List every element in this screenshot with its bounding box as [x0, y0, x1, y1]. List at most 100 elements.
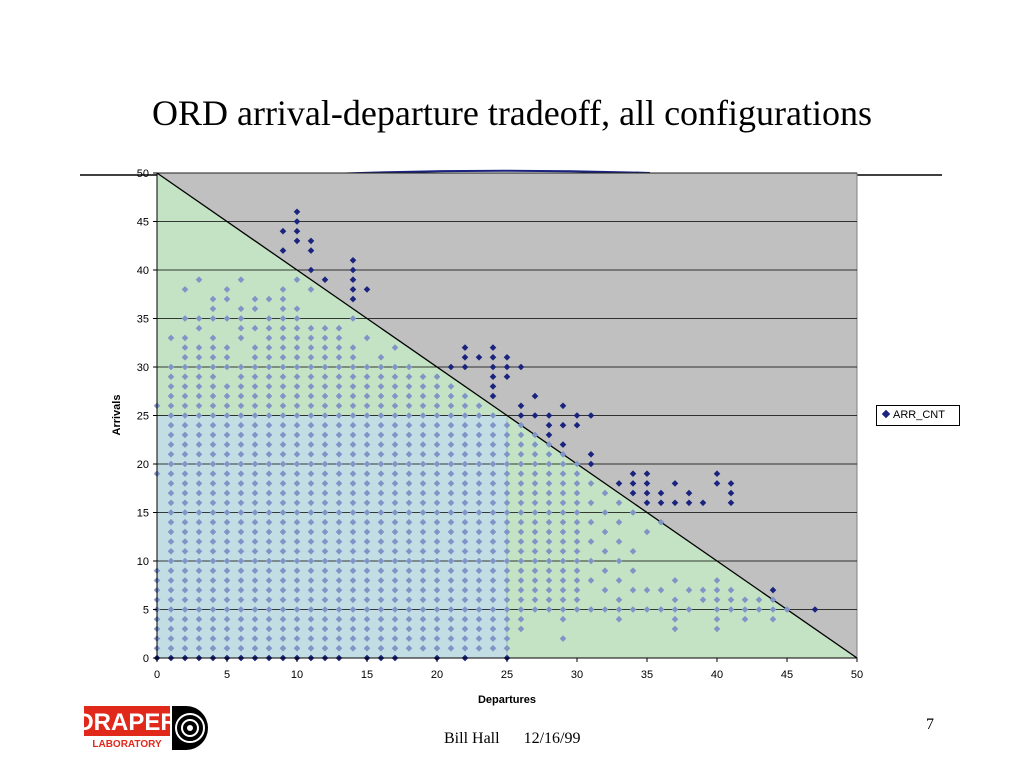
data-point: [517, 441, 525, 448]
data-point: [195, 373, 203, 380]
data-point: [209, 315, 217, 322]
data-point: [181, 518, 189, 526]
data-point: [601, 586, 609, 594]
data-point: [223, 421, 231, 429]
data-point: [503, 489, 511, 497]
data-point: [335, 470, 343, 477]
data-point-outside: [629, 480, 637, 487]
data-point: [321, 441, 329, 448]
data-point: [475, 635, 483, 642]
data-point: [573, 470, 581, 477]
y-tick-label: 30: [137, 362, 149, 374]
data-point: [419, 557, 427, 565]
data-point: [349, 625, 357, 633]
data-point: [377, 441, 385, 448]
data-point: [307, 431, 315, 439]
data-point: [307, 596, 315, 604]
data-point: [209, 518, 217, 526]
data-point: [475, 421, 483, 429]
data-point: [181, 548, 189, 555]
data-point: [237, 557, 245, 565]
data-point: [321, 606, 329, 613]
data-point: [517, 596, 525, 604]
data-point: [419, 625, 427, 633]
data-point: [433, 635, 441, 642]
data-point: [307, 402, 315, 410]
data-point: [349, 383, 357, 390]
data-point: [293, 645, 301, 652]
data-point: [517, 567, 525, 574]
data-point: [181, 402, 189, 410]
data-point: [419, 441, 427, 448]
data-point: [489, 538, 497, 545]
data-point: [251, 305, 259, 313]
data-point: [167, 460, 175, 468]
data-point: [363, 518, 371, 526]
data-point: [531, 596, 539, 604]
data-point: [265, 315, 273, 322]
data-point: [405, 480, 413, 487]
data-point: [335, 596, 343, 604]
data-point: [195, 480, 203, 487]
data-point: [419, 645, 427, 652]
data-point: [279, 548, 287, 555]
data-point: [307, 460, 315, 468]
data-point-outside: [545, 431, 553, 439]
data-point: [265, 577, 273, 584]
x-tick-label: 15: [361, 669, 373, 681]
data-point: [307, 557, 315, 565]
draper-logo: DRAPER LABORATORY: [84, 706, 208, 750]
data-point-outside: [559, 421, 567, 429]
data-point: [391, 528, 399, 536]
data-point: [475, 451, 483, 458]
data-point: [419, 567, 427, 574]
data-point: [363, 480, 371, 487]
data-point: [377, 586, 385, 594]
data-point: [293, 305, 301, 313]
data-point: [489, 528, 497, 536]
data-point: [531, 470, 539, 477]
data-point: [405, 557, 413, 565]
data-point: [195, 606, 203, 613]
data-point: [335, 577, 343, 584]
data-point: [293, 528, 301, 536]
data-point: [335, 421, 343, 429]
data-point: [447, 392, 455, 400]
data-point: [265, 373, 273, 380]
data-point: [447, 441, 455, 448]
data-point: [713, 625, 721, 633]
data-point: [307, 470, 315, 477]
data-point-outside: [293, 218, 301, 225]
data-point: [167, 518, 175, 526]
y-tick-label: 20: [137, 459, 149, 471]
data-point: [223, 635, 231, 642]
data-point: [293, 596, 301, 604]
data-point: [349, 567, 357, 574]
data-point: [391, 586, 399, 594]
data-point: [419, 528, 427, 536]
data-point: [377, 431, 385, 439]
data-point: [279, 509, 287, 516]
tradeoff-diagonal-line: [156, 172, 858, 659]
data-point: [503, 518, 511, 526]
y-axis-title: Arrivals: [111, 395, 123, 436]
data-point: [433, 392, 441, 400]
data-point: [349, 344, 357, 351]
data-point: [223, 480, 231, 487]
data-point: [307, 421, 315, 429]
data-point: [391, 567, 399, 574]
data-point: [321, 625, 329, 633]
data-point: [475, 625, 483, 633]
data-point: [209, 363, 217, 371]
data-point: [461, 625, 469, 633]
data-point: [195, 383, 203, 390]
data-point: [279, 596, 287, 604]
data-point: [265, 615, 273, 623]
data-point: [223, 499, 231, 507]
data-point: [307, 577, 315, 584]
data-point: [251, 392, 259, 400]
data-point: [769, 596, 777, 604]
data-point: [279, 305, 287, 313]
data-point: [517, 489, 525, 497]
data-point: [475, 499, 483, 507]
